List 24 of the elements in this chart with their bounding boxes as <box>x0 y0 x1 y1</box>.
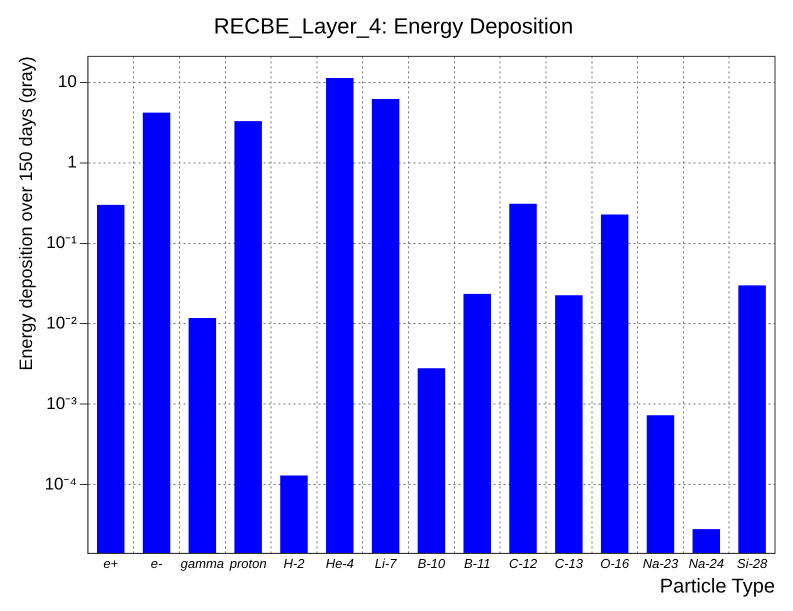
x-tick-label: Na-24 <box>688 556 724 571</box>
x-axis-title: Particle Type <box>660 576 775 598</box>
y-tick-label: 10 <box>58 72 77 92</box>
y-tick-label: 1 <box>67 152 77 172</box>
x-tick-label: O-16 <box>600 556 630 571</box>
y-tick-label: 10⁻⁴ <box>44 474 77 494</box>
x-tick-label: proton <box>228 556 267 571</box>
chart-title: RECBE_Layer_4: Energy Deposition <box>214 13 574 38</box>
y-tick-label: 10⁻³ <box>46 394 78 413</box>
x-tick-label: gamma <box>180 556 224 571</box>
x-tick-label: B-10 <box>418 556 446 571</box>
x-tick-label: Li-7 <box>374 556 398 571</box>
y-tick-label: 10⁻² <box>46 313 78 332</box>
x-tick-label: e- <box>150 556 163 571</box>
x-tick-label: H-2 <box>283 556 306 571</box>
x-tick-label: C-12 <box>508 556 538 571</box>
x-tick-label: Na-23 <box>642 556 679 571</box>
x-tick-label: B-11 <box>464 556 490 571</box>
x-tick-label: C-13 <box>554 556 584 571</box>
y-tick-label: 10⁻¹ <box>46 232 78 252</box>
x-tick-label: e+ <box>103 556 119 571</box>
y-axis-title: Energy deposition over 150 days (gray) <box>16 56 36 371</box>
x-tick-label: Si-28 <box>736 556 768 571</box>
x-tick-label: He-4 <box>326 556 354 571</box>
